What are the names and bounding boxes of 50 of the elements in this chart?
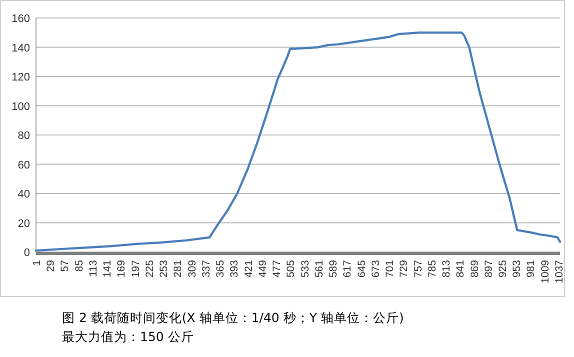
x-tick-label: 925 (497, 260, 509, 278)
x-tick-label: 645 (356, 260, 368, 278)
x-tick-label: 617 (342, 260, 354, 278)
y-tick-label: 80 (18, 130, 30, 142)
text: 最大力值为：150 公斤 (62, 329, 194, 344)
x-tick-label: 673 (370, 260, 382, 278)
x-tick-label: 141 (102, 260, 114, 278)
x-tick-label: 869 (468, 260, 481, 278)
x-tick-label: 729 (398, 260, 410, 278)
y-tick-label: 20 (18, 218, 30, 230)
x-tick-label: 1 (31, 260, 43, 266)
y-tick-label: 0 (24, 247, 30, 259)
y-tick-label: 160 (12, 13, 30, 25)
x-tick-label: 337 (200, 260, 212, 278)
x-tick-label: 281 (172, 260, 184, 278)
x-tick-label: 393 (228, 260, 241, 278)
caption: 图 2 载荷随时间变化(X 轴单位：1/40 秒；Y 轴单位：公斤) (62, 310, 404, 325)
y-tick-label: 100 (12, 100, 30, 113)
x-tick-label: 365 (214, 260, 227, 278)
y-tick-label: 40 (18, 188, 30, 200)
x-tick-label: 169 (116, 260, 128, 278)
x-tick-label: 309 (186, 260, 198, 278)
x-tick-label: 253 (158, 260, 170, 278)
x-tick-label: 449 (256, 260, 269, 278)
y-tick-label: 120 (12, 72, 30, 84)
x-tick-label: 421 (242, 260, 255, 278)
y-tick-label: 140 (12, 42, 30, 54)
x-tick-label: 225 (144, 260, 156, 278)
x-tick-label: 589 (328, 260, 340, 278)
x-tick-label: 533 (299, 260, 312, 278)
x-tick-label: 757 (412, 260, 424, 278)
x-tick-label: 785 (426, 260, 438, 278)
x-tick-label: 113 (87, 260, 100, 277)
x-tick-label: 29 (45, 260, 58, 272)
x-tick-label: 477 (271, 260, 284, 278)
x-tick-label: 813 (440, 260, 453, 278)
x-tick-label: 561 (313, 260, 326, 278)
x-tick-label: 197 (130, 260, 142, 278)
x-tick-label: 981 (525, 260, 538, 278)
x-tick-label: 701 (384, 260, 396, 278)
x-tick-label: 505 (285, 260, 298, 278)
x-tick-label: 897 (482, 260, 495, 278)
x-tick-label: 57 (59, 260, 72, 272)
line-series (34, 32, 562, 252)
y-tick-label: 60 (18, 159, 30, 172)
x-tick-label: 1037 (553, 260, 566, 284)
x-tick-label: 953 (511, 260, 524, 278)
x-tick-label: 85 (73, 260, 86, 272)
x-tick-label: 841 (454, 260, 467, 278)
x-tick-label: 1009 (539, 260, 552, 284)
